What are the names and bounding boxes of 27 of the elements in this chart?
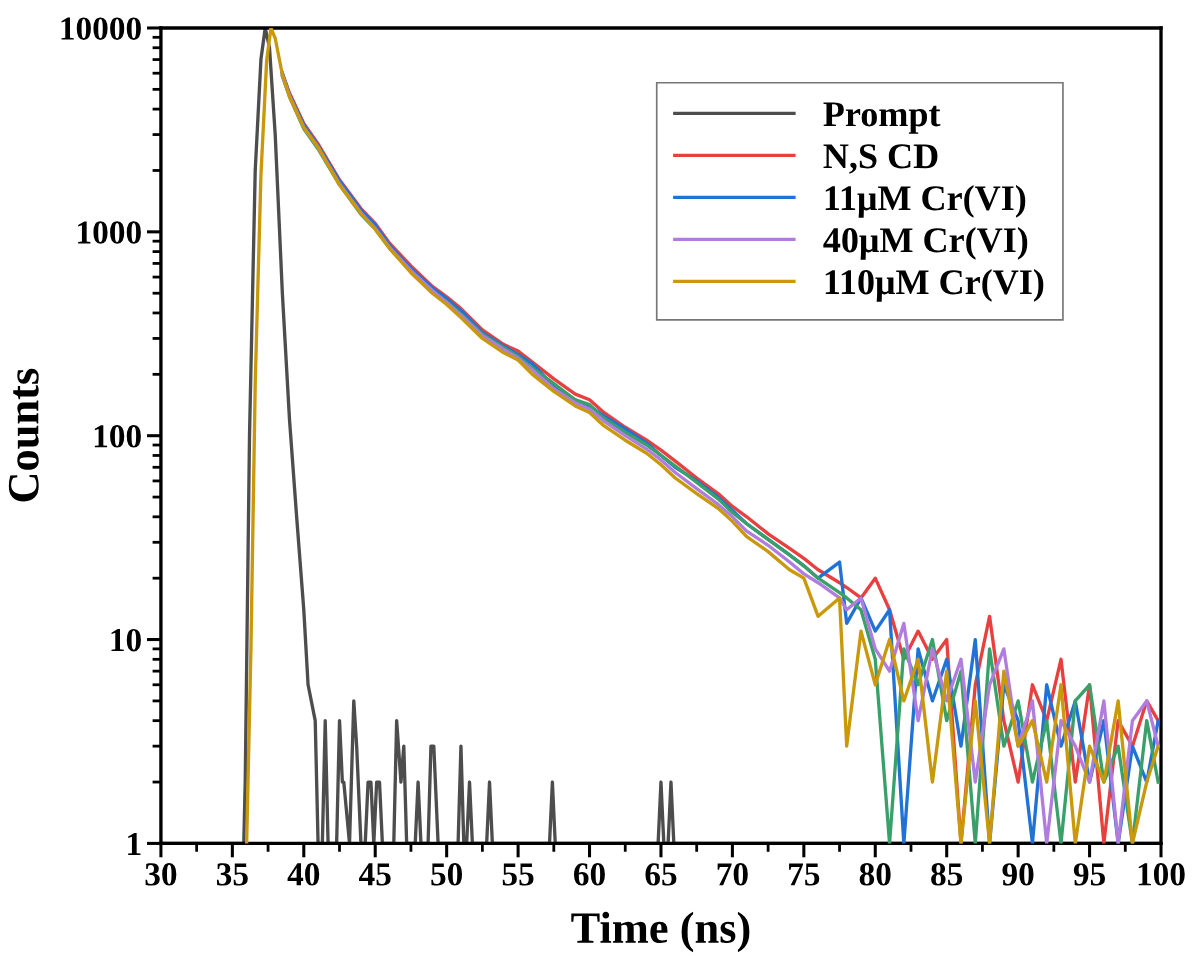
x-tick-label: 100 — [1138, 863, 1185, 886]
x-tick-label: 70 — [717, 863, 748, 886]
legend-label: 11μM Cr(VI) — [825, 185, 1026, 218]
x-tick-label: 35 — [216, 863, 248, 886]
x-tick-label: 45 — [359, 863, 391, 886]
x-tick-label: 95 — [1073, 863, 1106, 886]
y-tick-label: 1 — [128, 832, 141, 855]
x-tick-label: 75 — [789, 863, 820, 886]
x-tick-label: 60 — [574, 863, 605, 886]
x-tick-label: 80 — [859, 863, 891, 886]
y-axis-title: Counts — [8, 368, 39, 502]
y-tick-label: 1000 — [78, 221, 141, 244]
x-axis-title: Time (ns) — [571, 911, 750, 953]
legend-label: 40μM Cr(VI) — [823, 227, 1028, 260]
x-tick-label: 40 — [287, 863, 320, 886]
x-tick-label: 85 — [931, 863, 963, 886]
legend-label: N,S CD — [823, 144, 938, 174]
x-tick-label: 50 — [431, 863, 463, 886]
y-tick-label: 10000 — [61, 17, 141, 40]
x-tick-label: 30 — [145, 863, 177, 886]
x-tick-label: 65 — [645, 863, 677, 886]
y-tick-label: 10 — [111, 628, 141, 652]
y-tick-label: 100 — [94, 425, 141, 448]
legend-label: Prompt — [823, 102, 941, 134]
x-tick-label: 55 — [502, 863, 534, 886]
legend-label: 110μM Cr(VI) — [825, 268, 1044, 302]
x-tick-label: 90 — [1002, 863, 1034, 886]
